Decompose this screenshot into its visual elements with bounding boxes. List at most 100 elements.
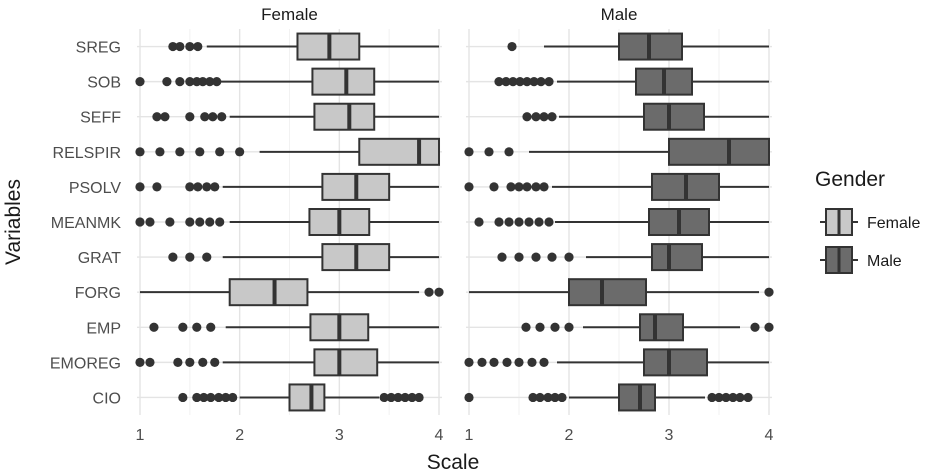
box-iqr: [568, 278, 647, 307]
outlier-point: [564, 322, 574, 332]
outlier-point: [497, 252, 507, 262]
outlier-point: [386, 392, 396, 403]
outlier-point: [192, 322, 202, 332]
outlier-point: [175, 147, 185, 157]
box-seff: [522, 102, 769, 131]
outlier-point: [185, 217, 195, 227]
outlier-point: [198, 357, 208, 367]
outlier-point: [489, 182, 499, 192]
facet-panels: Female 1 2 3 4 Male 1 2 3 4: [135, 5, 774, 444]
outlier-point: [206, 322, 216, 332]
outlier-point: [514, 182, 524, 192]
box-cio: [464, 383, 753, 412]
outlier-point: [162, 77, 172, 87]
box-emoreg: [464, 348, 769, 377]
box-forg: [469, 278, 774, 307]
x-tick-label: 4: [765, 427, 774, 444]
outlier-point: [152, 182, 162, 192]
y-tick-label: EMP: [86, 320, 121, 337]
outlier-point: [539, 357, 549, 367]
box-meanmk: [135, 208, 440, 236]
legend-label: Female: [867, 215, 920, 232]
outlier-point: [135, 77, 145, 87]
box-grat: [497, 243, 769, 272]
outlier-point: [210, 182, 220, 192]
box-psolv: [135, 172, 440, 201]
outlier-point: [221, 392, 231, 403]
outlier-point: [160, 112, 170, 122]
outlier-point: [764, 322, 774, 332]
x-axis-title: Scale: [427, 451, 480, 473]
box-iqr: [358, 137, 441, 166]
outlier-point: [536, 77, 546, 87]
outlier-point: [489, 357, 499, 367]
x-tick-label: 3: [335, 427, 344, 444]
outlier-point: [379, 392, 389, 403]
facet-title: Female: [261, 5, 318, 24]
outlier-point: [544, 217, 554, 227]
box-sob: [135, 67, 440, 96]
outlier-point: [145, 357, 155, 367]
outlier-point: [200, 112, 210, 122]
outlier-point: [464, 147, 474, 157]
outlier-point: [400, 392, 410, 403]
box-iqr: [311, 67, 376, 96]
legend: Gender Female Male: [815, 168, 920, 274]
box-sreg: [507, 32, 769, 61]
outlier-point: [521, 322, 531, 332]
outlier-point: [539, 112, 549, 122]
box-grat: [168, 243, 440, 272]
outlier-point: [235, 147, 245, 157]
outlier-point: [168, 41, 178, 52]
box-sob: [494, 67, 769, 96]
outlier-point: [527, 357, 537, 367]
legend-title: Gender: [815, 168, 885, 191]
outlier-point: [185, 77, 195, 87]
outlier-point: [474, 217, 484, 227]
outlier-point: [178, 322, 188, 332]
outlier-point: [557, 392, 567, 403]
y-tick-label: FORG: [75, 285, 121, 302]
y-tick-label: SOB: [87, 75, 121, 92]
y-axis-title: Variables: [2, 179, 25, 265]
box-emp: [521, 313, 774, 342]
outlier-point: [484, 147, 494, 157]
x-tick-label: 4: [435, 427, 444, 444]
outlier-point: [212, 77, 222, 87]
outlier-point: [149, 322, 159, 332]
y-tick-label: SEFF: [80, 110, 121, 127]
facet-title: Male: [601, 5, 638, 24]
box-emp: [149, 313, 440, 342]
outlier-point: [535, 322, 545, 332]
outlier-point: [464, 182, 474, 192]
outlier-point: [543, 392, 553, 403]
y-tick-label: PSOLV: [69, 180, 122, 197]
box-cio: [178, 383, 424, 412]
outlier-point: [547, 112, 557, 122]
outlier-point: [764, 287, 774, 297]
outlier-point: [152, 112, 162, 122]
outlier-point: [195, 147, 205, 157]
box-iqr: [668, 137, 770, 166]
outlier-point: [531, 182, 541, 192]
box-sreg: [168, 32, 440, 61]
outlier-point: [547, 252, 557, 262]
outlier-point: [192, 392, 202, 403]
y-tick-label: GRAT: [78, 250, 121, 267]
outlier-point: [544, 77, 554, 87]
outlier-point: [193, 182, 203, 192]
box-forg: [139, 278, 444, 307]
outlier-point: [721, 392, 731, 403]
outlier-point: [414, 392, 424, 403]
outlier-point: [210, 357, 220, 367]
outlier-point: [199, 392, 209, 403]
outlier-point: [735, 392, 745, 403]
outlier-point: [173, 357, 183, 367]
outlier-point: [507, 41, 517, 52]
outlier-point: [434, 287, 444, 297]
outlier-point: [494, 77, 504, 87]
outlier-point: [504, 217, 514, 227]
outlier-point: [215, 147, 225, 157]
outlier-point: [750, 322, 760, 332]
outlier-point: [514, 217, 524, 227]
